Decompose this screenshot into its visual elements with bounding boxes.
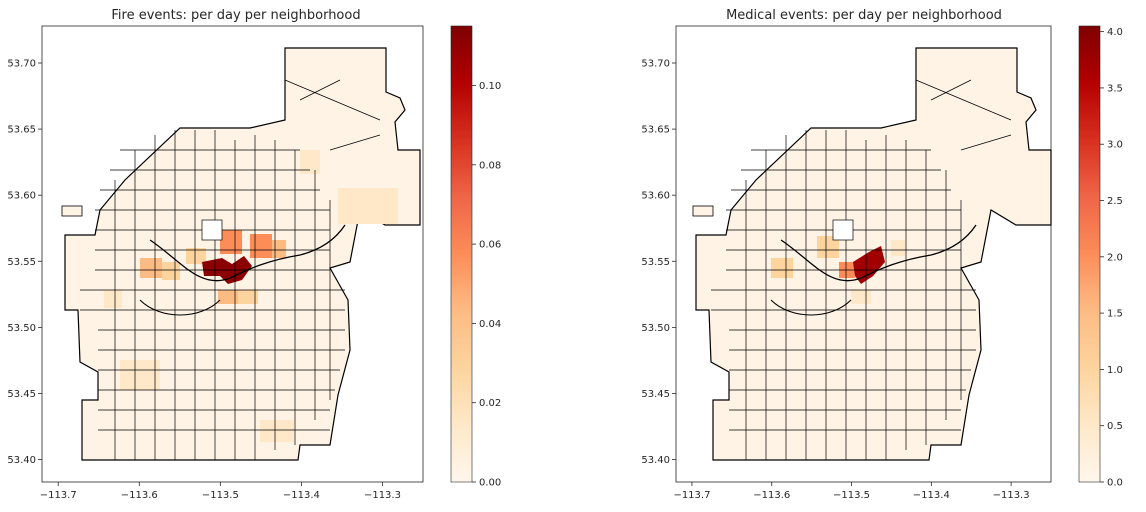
y-tick-label: 53.60 <box>641 191 670 202</box>
neighborhood <box>891 240 905 256</box>
y-tick-label: 53.50 <box>7 323 36 334</box>
y-tick-label: 53.45 <box>641 389 670 400</box>
y-tick-label: 53.65 <box>641 125 670 136</box>
x-tick-label: −113.7 <box>40 490 77 501</box>
chart-title: Medical events: per day per neighborhood <box>726 8 1002 23</box>
colorbar-tick-label: 1.0 <box>1107 365 1123 376</box>
colorbar-ticks: 0.00 0.02 0.04 0.06 0.08 0.10 <box>472 81 501 489</box>
x-tick-label: −113.5 <box>833 490 870 501</box>
x-tick-label: −113.4 <box>283 490 320 501</box>
x-tick-label: −113.6 <box>121 490 158 501</box>
colorbar-tick-label: 0.10 <box>479 81 501 92</box>
x-tick-label: −113.6 <box>753 490 790 501</box>
x-tick-label: −113.3 <box>364 490 401 501</box>
y-tick-label: 53.70 <box>7 59 36 70</box>
river-gap <box>832 219 854 241</box>
y-tick-label: 53.70 <box>641 59 670 70</box>
neighborhood <box>220 230 242 254</box>
x-tick-label: −113.5 <box>202 490 239 501</box>
y-tick-label: 53.65 <box>7 125 36 136</box>
x-tick-label: −113.3 <box>993 490 1030 501</box>
colorbar-tick-label: 1.5 <box>1107 309 1123 320</box>
colorbar-tick-label: 3.0 <box>1107 140 1123 151</box>
river-gap <box>201 219 223 241</box>
y-tick-label: 53.60 <box>7 191 36 202</box>
neighborhood-boundaries <box>711 79 1012 460</box>
chart-title: Fire events: per day per neighborhood <box>111 8 360 23</box>
colorbar-tick-label: 3.5 <box>1107 83 1123 94</box>
neighborhood-tints <box>771 236 905 304</box>
neighborhood-boundaries <box>80 79 381 460</box>
medical-events-panel: Medical events: per day per neighborhood… <box>641 8 1123 501</box>
neighborhood-map <box>61 47 421 461</box>
y-tick-label: 53.55 <box>7 257 36 268</box>
neighborhood <box>851 290 871 304</box>
colorbar-tick-label: 0.08 <box>479 160 501 171</box>
y-tick-label: 53.40 <box>7 455 36 466</box>
colorbar-tick-label: 0.04 <box>479 319 501 330</box>
neighborhood <box>338 188 398 224</box>
colorbar-ticks: 0.0 0.5 1.0 1.5 2.0 2.5 3.0 3.5 4.0 <box>1100 27 1123 489</box>
y-tick-label: 53.45 <box>7 389 36 400</box>
colorbar-tick-label: 0.00 <box>479 478 501 489</box>
neighborhood <box>238 290 258 304</box>
colorbar-tick-label: 0.0 <box>1107 478 1123 489</box>
island-1 <box>692 205 714 217</box>
neighborhood <box>186 248 206 264</box>
neighborhood <box>260 420 294 442</box>
x-tick-label: −113.4 <box>913 490 950 501</box>
colorbar-tick-label: 4.0 <box>1107 27 1123 38</box>
colorbar-tick-label: 0.02 <box>479 398 501 409</box>
y-tick-label: 53.50 <box>641 323 670 334</box>
downtown-core <box>853 246 885 284</box>
y-tick-label: 53.55 <box>641 257 670 268</box>
colorbar-tick-label: 0.5 <box>1107 421 1123 432</box>
neighborhood <box>272 240 286 258</box>
island-1 <box>61 205 83 217</box>
neighborhood <box>162 262 180 280</box>
x-tick-label: −113.7 <box>673 490 710 501</box>
neighborhood <box>250 234 272 258</box>
colorbar <box>1078 25 1101 483</box>
colorbar-tick-label: 2.5 <box>1107 196 1123 207</box>
axis-ticks: −113.7 −113.6 −113.5 −113.4 −113.3 53.40 53.45… <box>641 59 1029 501</box>
neighborhood <box>218 290 238 304</box>
neighborhood <box>104 290 122 308</box>
colorbar <box>450 25 473 483</box>
colorbar-tick-label: 0.06 <box>479 240 501 251</box>
neighborhood-map <box>692 47 1052 461</box>
colorbar-tick-label: 2.0 <box>1107 252 1123 263</box>
neighborhood <box>140 258 162 278</box>
y-tick-label: 53.40 <box>641 455 670 466</box>
axis-ticks: −113.7 −113.6 −113.5 −113.4 −113.3 53.40 53.45… <box>7 59 401 501</box>
neighborhood <box>817 236 839 258</box>
neighborhood-tints <box>104 150 398 442</box>
neighborhood <box>300 150 320 174</box>
neighborhood <box>771 258 793 278</box>
fire-events-panel: Fire events: per day per neighborhood −1… <box>7 8 501 501</box>
neighborhood <box>120 360 160 390</box>
